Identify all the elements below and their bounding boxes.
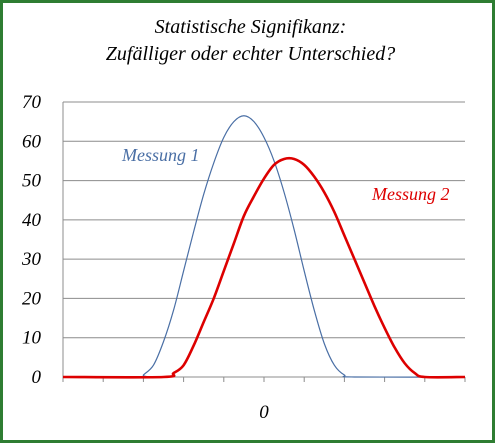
series-label-2: Messung 2	[371, 184, 450, 204]
y-tick-label: 40	[22, 210, 42, 231]
y-tick-label: 50	[22, 171, 42, 192]
y-tick-label: 70	[22, 92, 42, 113]
chart-title-line-2: Zufälliger oder echter Unterschied?	[105, 43, 396, 65]
y-tick-label: 0	[32, 367, 42, 388]
y-tick-label: 30	[21, 249, 42, 270]
series-label-1: Messung 1	[121, 145, 200, 165]
series-line-2	[62, 156, 466, 379]
x-tick-label: 0	[259, 402, 269, 423]
chart-title-line-1: Statistische Signifikanz:	[154, 16, 347, 38]
y-tick-label: 10	[22, 328, 42, 349]
series-line-1	[62, 115, 466, 378]
y-tick-label: 60	[22, 131, 42, 152]
y-tick-label: 20	[22, 288, 42, 309]
